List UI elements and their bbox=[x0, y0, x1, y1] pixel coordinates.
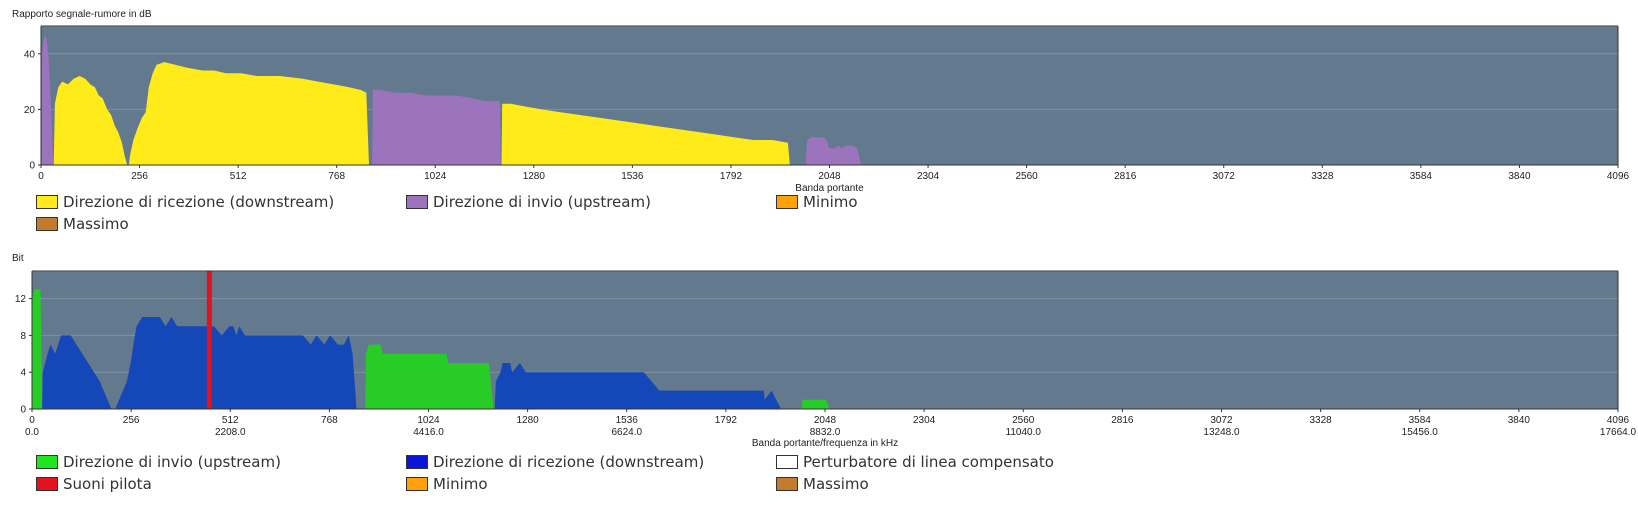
legend-swatch bbox=[36, 216, 58, 231]
legend-label: Minimo bbox=[803, 192, 858, 211]
x-tick-label: 3072 bbox=[1210, 415, 1233, 426]
legend-item: Suoni pilota bbox=[36, 474, 406, 493]
legend-item: Perturbatore di linea compensato bbox=[776, 452, 1146, 471]
x-tick-label: 3072 bbox=[1213, 171, 1236, 182]
legend-label: Suoni pilota bbox=[63, 474, 152, 493]
legend-label: Direzione di invio (upstream) bbox=[63, 452, 281, 471]
freq-tick-label: 17664.0 bbox=[1600, 427, 1637, 438]
y-tick-label: 40 bbox=[24, 49, 36, 60]
legend-label: Direzione di ricezione (downstream) bbox=[63, 192, 335, 211]
legend-label: Direzione di invio (upstream) bbox=[433, 192, 651, 211]
bits-chart: 0 4 8 12 0 256 512 768 1024 1280 1536 1792 2048 2304 2… bbox=[15, 270, 1637, 449]
legend-item: Direzione di invio (upstream) bbox=[406, 192, 776, 211]
x-tick-label: 0 bbox=[29, 415, 35, 426]
snr-chart: 0 20 40 0 256 512 768 1024 1280 1536 1792 2048 2304 2… bbox=[24, 25, 1630, 194]
pilot-tone-bar bbox=[206, 271, 212, 409]
series-2-area bbox=[41, 37, 862, 165]
x-tick-label: 2816 bbox=[1114, 171, 1137, 182]
legend-label: Massimo bbox=[63, 214, 129, 233]
freq-tick-label: 0.0 bbox=[25, 427, 39, 438]
freq-tick-label: 8832.0 bbox=[810, 427, 841, 438]
legend-swatch bbox=[776, 454, 798, 469]
x-tick-label: 2816 bbox=[1111, 415, 1134, 426]
x-tick-label: 2560 bbox=[1016, 171, 1039, 182]
x-axis-label: Banda portante bbox=[795, 183, 864, 194]
series-1-area bbox=[53, 62, 790, 165]
legend-item: Minimo bbox=[776, 192, 1146, 211]
x-tick-label: 4096 bbox=[1607, 415, 1630, 426]
x-tick-label: 2048 bbox=[814, 415, 837, 426]
x-tick-label: 768 bbox=[321, 415, 338, 426]
freq-tick-label: 11040.0 bbox=[1006, 427, 1042, 438]
x-tick-label: 1536 bbox=[616, 415, 639, 426]
y-tick-label: 8 bbox=[20, 331, 26, 342]
x-tick-label: 2304 bbox=[913, 415, 936, 426]
y-tick-label: 0 bbox=[29, 161, 35, 172]
legend-item: Direzione di ricezione (downstream) bbox=[36, 192, 406, 211]
legend-item: Massimo bbox=[776, 474, 1146, 493]
legend-item: Minimo bbox=[406, 474, 776, 493]
bits-chart-legend: Direzione di invio (upstream) Direzione d… bbox=[36, 452, 1146, 493]
x-tick-label: 1792 bbox=[720, 171, 743, 182]
y-tick-label: 4 bbox=[20, 368, 26, 379]
x-tick-label: 1024 bbox=[424, 171, 447, 182]
legend-swatch bbox=[406, 476, 428, 491]
x-tick-label: 1024 bbox=[417, 415, 440, 426]
x-tick-label: 3328 bbox=[1310, 415, 1333, 426]
freq-tick-label: 6624.0 bbox=[611, 427, 642, 438]
x-tick-label: 1280 bbox=[523, 171, 546, 182]
snr-chart-ylabel: Rapporto segnale-rumore in dB bbox=[12, 9, 152, 20]
legend-label: Direzione di ricezione (downstream) bbox=[433, 452, 705, 471]
x-tick-label: 0 bbox=[38, 171, 44, 182]
legend-swatch bbox=[406, 454, 428, 469]
x-tick-label: 2048 bbox=[818, 171, 841, 182]
x-tick-label: 2304 bbox=[917, 171, 940, 182]
x-tick-label: 3584 bbox=[1410, 171, 1433, 182]
series-1-area bbox=[32, 289, 830, 409]
bits-chart-ylabel: Bit bbox=[12, 253, 24, 264]
x-tick-label: 3840 bbox=[1508, 171, 1531, 182]
x-axis-label: Banda portante/frequenza in kHz bbox=[752, 438, 898, 449]
x-tick-label: 3584 bbox=[1409, 415, 1432, 426]
x-tick-label: 1792 bbox=[715, 415, 738, 426]
y-tick-label: 20 bbox=[24, 105, 36, 116]
legend-label: Minimo bbox=[433, 474, 488, 493]
x-tick-label: 512 bbox=[230, 171, 247, 182]
series-2-area bbox=[42, 317, 782, 409]
legend-item: Direzione di ricezione (downstream) bbox=[406, 452, 776, 471]
y-tick-label: 12 bbox=[15, 294, 27, 305]
freq-tick-label: 13248.0 bbox=[1203, 427, 1240, 438]
legend-swatch bbox=[776, 476, 798, 491]
snr-chart-legend: Direzione di ricezione (downstream) Direz… bbox=[36, 192, 1146, 233]
x-tick-label: 3840 bbox=[1508, 415, 1531, 426]
x-tick-label: 1280 bbox=[517, 415, 540, 426]
freq-tick-label: 2208.0 bbox=[215, 427, 246, 438]
x-tick-label: 2560 bbox=[1012, 415, 1035, 426]
legend-swatch bbox=[36, 194, 58, 209]
legend-swatch bbox=[776, 194, 798, 209]
x-tick-label: 256 bbox=[131, 171, 148, 182]
x-tick-label: 1536 bbox=[621, 171, 644, 182]
legend-item: Direzione di invio (upstream) bbox=[36, 452, 406, 471]
legend-swatch bbox=[406, 194, 428, 209]
legend-swatch bbox=[36, 476, 58, 491]
freq-tick-label: 4416.0 bbox=[413, 427, 444, 438]
legend-swatch bbox=[36, 454, 58, 469]
x-tick-label: 768 bbox=[328, 171, 345, 182]
x-tick-label: 512 bbox=[222, 415, 239, 426]
legend-item: Massimo bbox=[36, 214, 406, 233]
x-tick-label: 256 bbox=[123, 415, 140, 426]
x-tick-label: 4096 bbox=[1607, 171, 1630, 182]
legend-label: Perturbatore di linea compensato bbox=[803, 452, 1054, 471]
freq-tick-label: 15456.0 bbox=[1402, 427, 1439, 438]
x-tick-label: 3328 bbox=[1311, 171, 1334, 182]
y-tick-label: 0 bbox=[20, 405, 26, 416]
legend-label: Massimo bbox=[803, 474, 869, 493]
